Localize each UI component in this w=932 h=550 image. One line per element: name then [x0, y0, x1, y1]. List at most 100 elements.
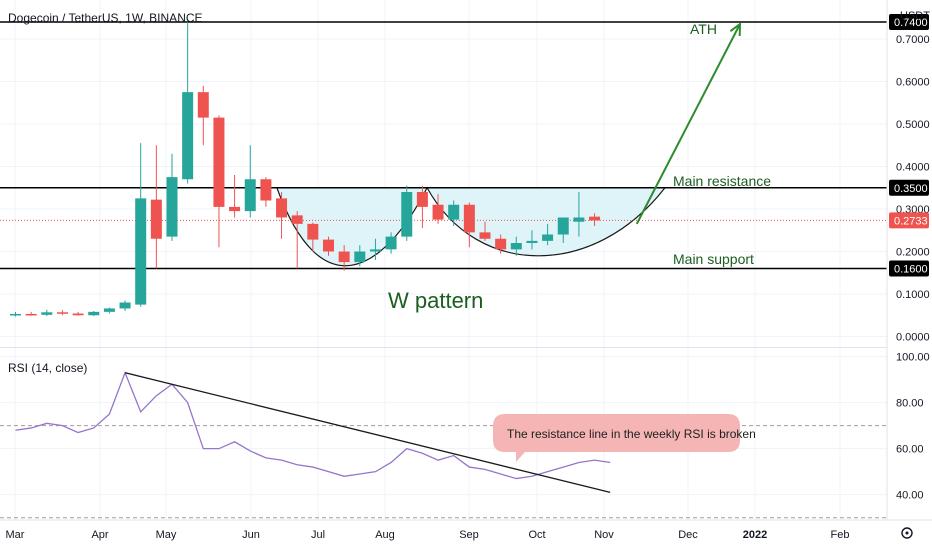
- candle[interactable]: [448, 200, 460, 227]
- candle-body: [589, 216, 601, 221]
- candle[interactable]: [166, 153, 178, 241]
- candle[interactable]: [589, 213, 601, 226]
- candle[interactable]: [557, 217, 569, 244]
- grid: [0, 0, 887, 520]
- candle[interactable]: [354, 245, 366, 267]
- candle[interactable]: [229, 175, 241, 218]
- candle[interactable]: [416, 185, 428, 229]
- candle[interactable]: [479, 221, 491, 241]
- candles[interactable]: [10, 21, 742, 317]
- candle-body: [448, 204, 460, 220]
- time-tick-label: Jul: [311, 529, 325, 541]
- candle-body: [56, 312, 68, 314]
- candle[interactable]: [197, 85, 209, 146]
- candle-body: [542, 234, 554, 241]
- candle[interactable]: [323, 236, 334, 256]
- candle-body: [166, 177, 178, 237]
- time-tick-label: Feb: [831, 529, 850, 541]
- rsi-trendline: [124, 372, 611, 494]
- candle[interactable]: [103, 307, 115, 314]
- candle-body: [401, 192, 413, 237]
- price-tick-label: 0.1000: [896, 289, 930, 301]
- rsi-panel: [0, 370, 887, 519]
- rsi-callout: The resistance line in the weekly RSI is…: [493, 414, 756, 462]
- candle-body: [307, 223, 319, 240]
- main-support-label: Main support: [673, 251, 754, 267]
- candle-body: [416, 192, 428, 207]
- candle[interactable]: [401, 185, 413, 241]
- candle[interactable]: [291, 211, 303, 269]
- candle[interactable]: [244, 145, 256, 218]
- candle-body: [41, 312, 53, 315]
- price-tick-label: 0.7000: [896, 34, 930, 46]
- price-label-text: 0.1600: [894, 264, 928, 276]
- candle[interactable]: [307, 222, 319, 252]
- currency-label: USDT: [900, 10, 930, 22]
- candle-body: [25, 313, 37, 316]
- horizontal-lines: [0, 21, 887, 270]
- candle-body: [432, 204, 444, 220]
- candle[interactable]: [150, 145, 162, 269]
- candle-body: [150, 199, 162, 239]
- candle[interactable]: [463, 202, 475, 248]
- price-label-bg: [889, 260, 929, 277]
- candle[interactable]: [260, 177, 272, 207]
- candle-body: [197, 92, 209, 118]
- candle[interactable]: [526, 230, 538, 250]
- price-label-box: 0.7400: [889, 14, 929, 30]
- time-tick-label: Mar: [6, 529, 25, 541]
- price-label-box: 0.1600: [889, 260, 929, 277]
- candle-body: [213, 117, 225, 207]
- price-label-box: 0.3500: [889, 179, 929, 196]
- rsi-tick-label: 80.00: [896, 398, 924, 410]
- rsi-title: RSI (14, close): [8, 361, 87, 375]
- candle[interactable]: [119, 300, 131, 311]
- candle[interactable]: [369, 238, 381, 260]
- candle[interactable]: [573, 192, 585, 237]
- price-tick-label: 0.5000: [896, 119, 930, 131]
- price-tick-label: 0.2000: [896, 247, 930, 259]
- candle[interactable]: [182, 22, 194, 184]
- candle-body: [526, 240, 538, 243]
- time-tick-label: Oct: [528, 529, 545, 541]
- candle-body: [291, 215, 303, 224]
- price-label-bg: [889, 179, 929, 196]
- rsi-callout-text: The resistance line in the weekly RSI is…: [507, 427, 756, 441]
- candle[interactable]: [56, 310, 68, 316]
- candle-body: [276, 198, 288, 218]
- candle[interactable]: [542, 223, 554, 246]
- candle[interactable]: [338, 245, 350, 271]
- candle-body: [10, 313, 21, 316]
- candle[interactable]: [88, 311, 100, 317]
- candle-body: [463, 204, 475, 233]
- candle[interactable]: [432, 194, 444, 224]
- w-pattern-label: W pattern: [388, 288, 483, 313]
- ath-label: ATH: [690, 21, 717, 37]
- main-resistance-label: Main resistance: [673, 173, 771, 189]
- rsi-tick-label: 40.00: [896, 490, 924, 502]
- candle[interactable]: [213, 115, 225, 248]
- candle-body: [354, 251, 366, 263]
- time-tick-label: May: [156, 529, 177, 541]
- candle[interactable]: [385, 232, 397, 254]
- candle[interactable]: [495, 234, 507, 254]
- settings-icon[interactable]: [901, 527, 913, 539]
- price-label-bg: [889, 212, 929, 229]
- time-tick-label: Jun: [242, 529, 260, 541]
- candle[interactable]: [135, 143, 147, 307]
- time-tick-label: Dec: [678, 529, 698, 541]
- candle-body: [103, 308, 115, 312]
- time-tick-label: Aug: [375, 529, 395, 541]
- candle[interactable]: [10, 311, 21, 317]
- rsi-line: [15, 370, 611, 480]
- candle-body: [119, 302, 131, 309]
- candle[interactable]: [510, 236, 522, 256]
- price-label-text: 0.2733: [894, 215, 928, 227]
- candle[interactable]: [276, 192, 288, 239]
- price-tick-label: 0.6000: [896, 77, 930, 89]
- candle[interactable]: [25, 311, 37, 316]
- candle[interactable]: [72, 311, 84, 316]
- rsi-tick-label: 100.00: [896, 352, 930, 364]
- candle-body: [244, 179, 256, 212]
- candle[interactable]: [41, 309, 53, 317]
